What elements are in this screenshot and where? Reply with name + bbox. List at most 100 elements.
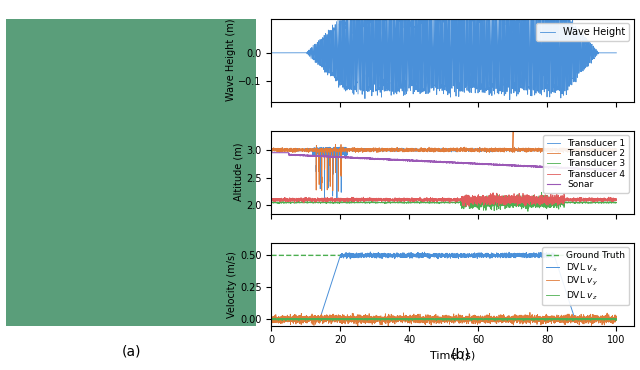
Transducer 4 [525, 199, 532, 204]
DVL $v_x$ [525, 253, 532, 257]
Wave Height [506, 97, 513, 102]
Transducer 1 [475, 148, 483, 152]
Transducer 2 [474, 148, 482, 152]
Y-axis label: Altitude (m): Altitude (m) [234, 143, 243, 201]
Wave Height [551, 74, 559, 79]
Transducer 1 [335, 145, 343, 149]
Transducer 2 [551, 148, 559, 152]
Transducer 3 [551, 201, 559, 206]
DVL $v_x$ [474, 252, 482, 256]
Transducer 3 [474, 205, 482, 209]
Sonar [268, 151, 275, 155]
DVL $v_x$ [399, 253, 407, 258]
Ground Truth [474, 253, 482, 258]
Transducer 1 [492, 148, 500, 153]
Transducer 2 [492, 148, 500, 152]
Transducer 3 [330, 201, 338, 205]
Transducer 3 [268, 200, 275, 205]
DVL $v_y$ [399, 316, 407, 321]
DVL $v_z$ [399, 317, 407, 322]
Transducer 1 [399, 148, 407, 152]
Transducer 2 [612, 148, 620, 153]
Sonar [551, 165, 559, 169]
Transducer 3 [492, 199, 500, 203]
Transducer 2 [330, 147, 338, 152]
DVL $v_y$ [492, 316, 500, 321]
DVL $v_x$ [268, 317, 275, 321]
DVL $v_x$ [584, 318, 592, 323]
Text: (a): (a) [122, 344, 141, 358]
Line: DVL $v_x$: DVL $v_x$ [271, 252, 616, 320]
Transducer 4 [489, 191, 497, 195]
Transducer 2 [525, 146, 532, 151]
DVL $v_x$ [492, 254, 500, 258]
Sonar [399, 158, 407, 162]
Sonar [525, 164, 532, 168]
DVL $v_z$ [475, 317, 483, 322]
Ground Truth [492, 253, 500, 258]
Wave Height [525, 85, 532, 90]
DVL $v_y$ [474, 314, 482, 319]
DVL $v_z$ [317, 319, 325, 323]
Wave Height [330, 36, 338, 40]
Wave Height [474, 56, 482, 60]
Transducer 3 [612, 201, 620, 205]
Line: Wave Height: Wave Height [271, 6, 616, 100]
DVL $v_z$ [330, 317, 338, 322]
Transducer 4 [474, 192, 482, 197]
Wave Height [399, 49, 407, 54]
Y-axis label: Velocity (m/s): Velocity (m/s) [227, 250, 237, 317]
DVL $v_x$ [551, 256, 559, 260]
Line: DVL $v_y$: DVL $v_y$ [271, 312, 616, 326]
Legend: Ground Truth, DVL $v_x$, DVL $v_y$, DVL $v_z$: Ground Truth, DVL $v_x$, DVL $v_y$, DVL … [542, 247, 629, 306]
Sonar [612, 169, 620, 173]
Line: Transducer 2: Transducer 2 [271, 128, 616, 191]
Transducer 3 [524, 209, 532, 213]
Ground Truth [399, 253, 407, 258]
Transducer 1 [551, 147, 559, 152]
Legend: Wave Height: Wave Height [536, 23, 628, 41]
Transducer 4 [330, 197, 338, 201]
Wave Height [612, 51, 620, 55]
Transducer 3 [538, 190, 545, 195]
Transducer 3 [525, 196, 532, 201]
Line: Transducer 1: Transducer 1 [271, 147, 616, 199]
Legend: Transducer 1, Transducer 2, Transducer 3, Transducer 4, Sonar: Transducer 1, Transducer 2, Transducer 3… [543, 135, 629, 193]
Ground Truth [330, 253, 338, 258]
DVL $v_y$ [268, 320, 275, 324]
Transducer 2 [399, 149, 407, 153]
DVL $v_z$ [551, 317, 559, 322]
Ground Truth [268, 253, 275, 258]
Line: Transducer 4: Transducer 4 [271, 193, 616, 206]
Wave Height [268, 51, 275, 55]
DVL $v_z$ [492, 317, 500, 322]
Sonar [330, 155, 338, 159]
Transducer 2 [335, 189, 342, 194]
Transducer 1 [330, 153, 338, 157]
Transducer 4 [268, 199, 275, 203]
DVL $v_y$ [526, 310, 534, 314]
DVL $v_x$ [612, 317, 620, 322]
Transducer 4 [551, 199, 559, 204]
Line: Sonar: Sonar [271, 153, 616, 171]
DVL $v_y$ [330, 314, 338, 319]
DVL $v_x$ [367, 250, 374, 254]
Transducer 3 [399, 200, 407, 205]
Sonar [474, 162, 482, 166]
DVL $v_y$ [385, 324, 392, 328]
Sonar [612, 168, 620, 172]
X-axis label: Time (s): Time (s) [430, 351, 475, 361]
DVL $v_z$ [612, 317, 620, 322]
Transducer 4 [463, 204, 470, 209]
Transducer 1 [612, 147, 620, 152]
Line: Transducer 3: Transducer 3 [271, 192, 616, 211]
Wave Height [427, 3, 435, 8]
Ground Truth [551, 253, 559, 258]
DVL $v_x$ [330, 273, 338, 277]
Transducer 4 [492, 198, 500, 203]
Transducer 1 [333, 197, 340, 202]
Transducer 1 [268, 148, 275, 152]
Ground Truth [612, 253, 620, 258]
DVL $v_z$ [525, 317, 532, 321]
DVL $v_y$ [551, 319, 559, 323]
